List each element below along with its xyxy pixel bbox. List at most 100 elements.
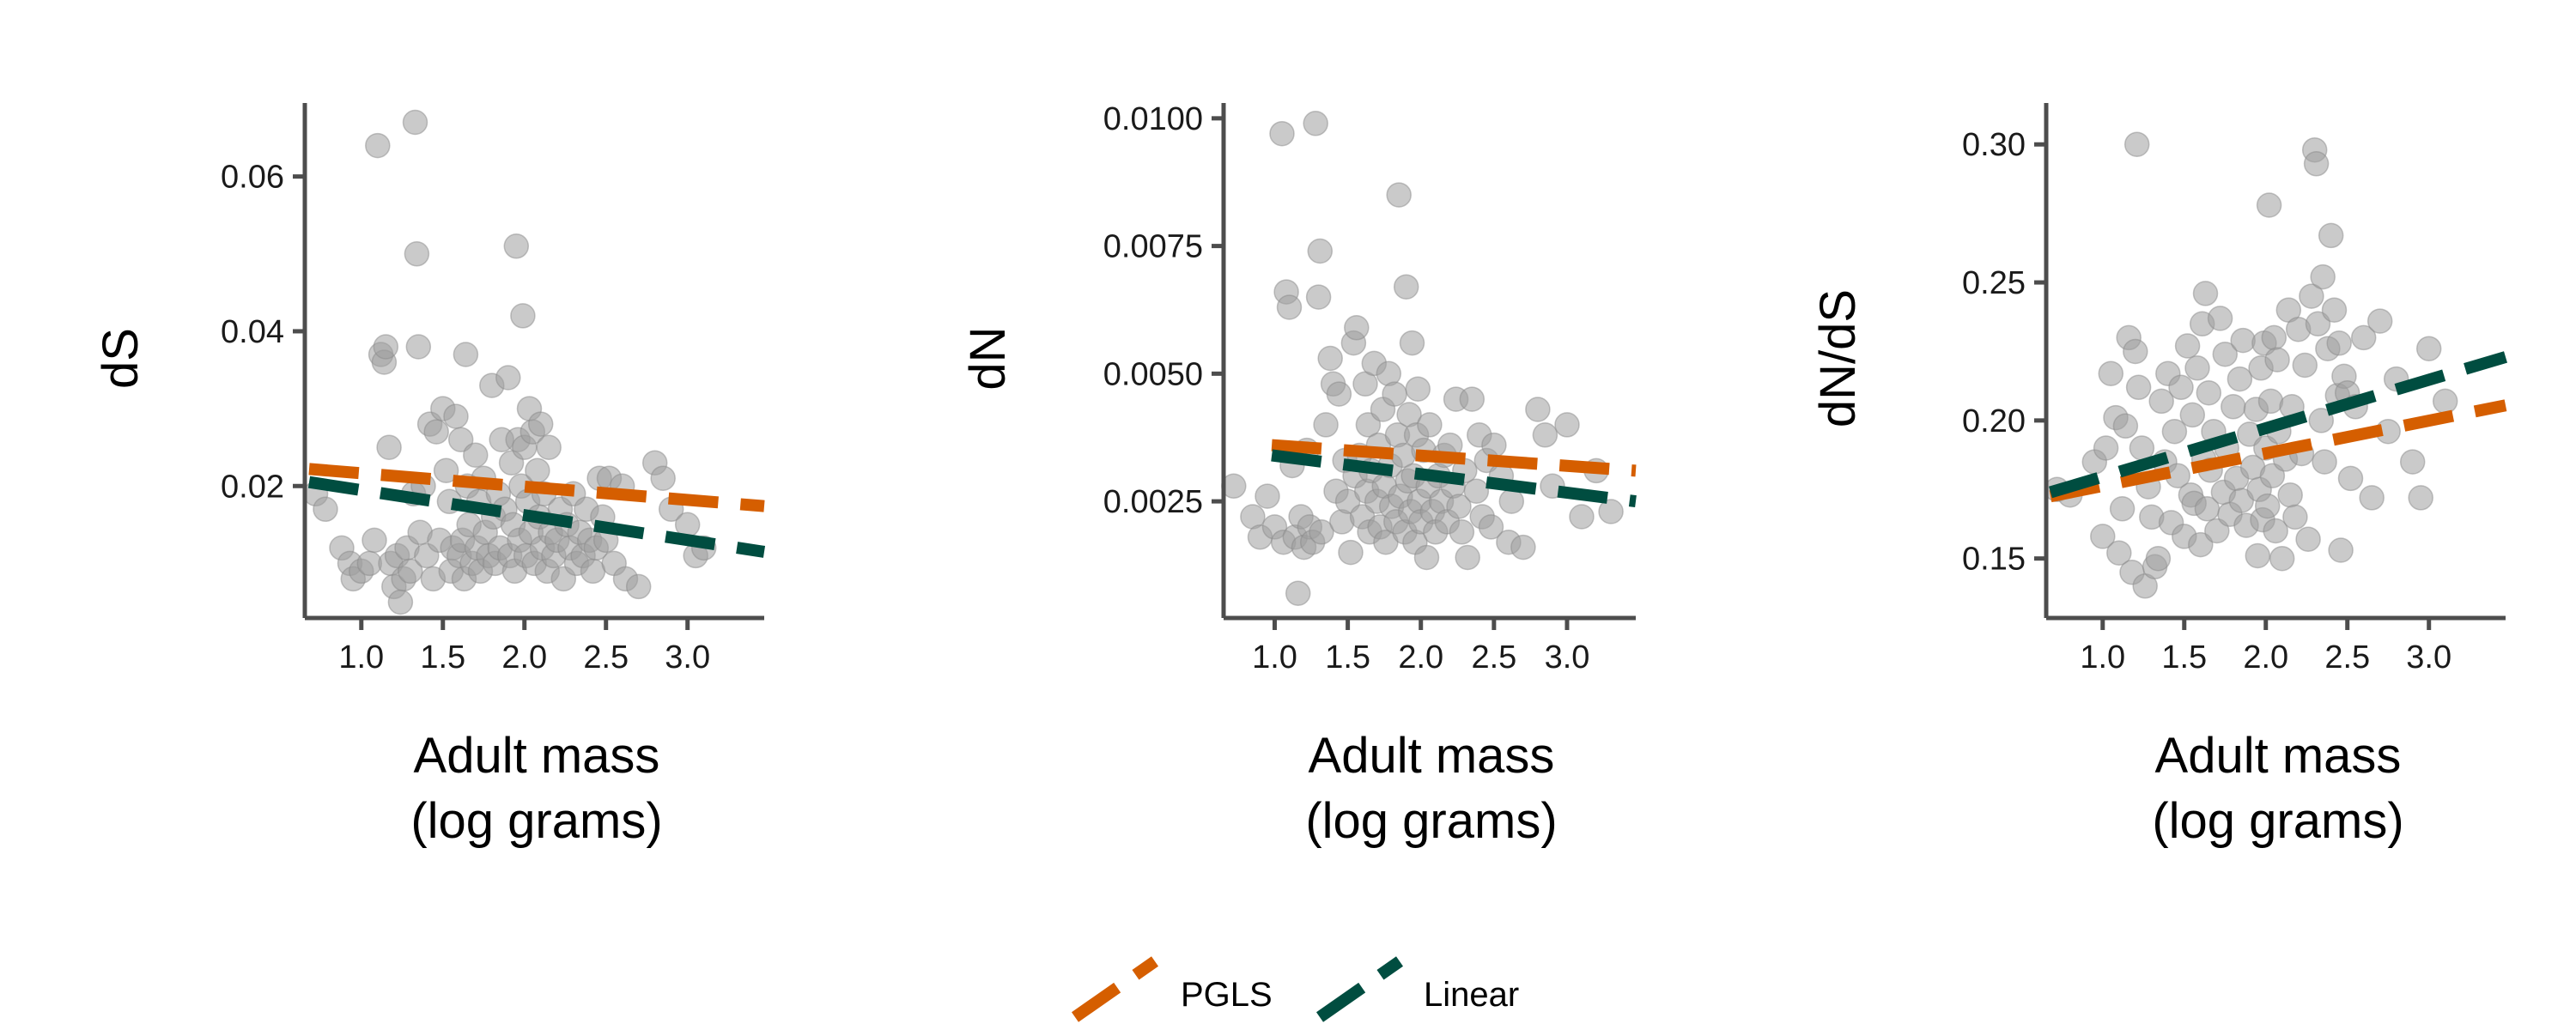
data-point: [2145, 545, 2172, 572]
data-point: [2168, 374, 2194, 401]
data-point: [2312, 449, 2337, 475]
panels: 0.02 0.04 0.06 1.0 1.5 2.0 2.5 3.0 Adult mass (lo…: [93, 101, 2507, 849]
data-point: [1598, 499, 1624, 524]
data-point: [2264, 347, 2290, 373]
data-point: [1326, 381, 1352, 407]
data-point: [1525, 397, 1551, 422]
data-point: [495, 365, 521, 391]
data-point: [2432, 388, 2458, 415]
data-point: [2184, 355, 2210, 381]
data-point: [2303, 151, 2330, 177]
data-point: [447, 427, 474, 452]
data-point: [2328, 537, 2354, 563]
data-point: [443, 403, 469, 429]
y-axis-title: dS: [93, 328, 149, 389]
data-point: [2148, 388, 2174, 415]
data-point: [2282, 504, 2308, 530]
data-point: [2318, 222, 2344, 249]
data-point: [1463, 478, 1490, 504]
x-tick-label: 2.5: [2324, 639, 2370, 676]
data-point: [453, 342, 479, 367]
data-point: [2254, 493, 2281, 519]
data-point: [373, 334, 399, 360]
data-point: [2299, 283, 2324, 309]
data-point: [1532, 422, 1558, 448]
data-point: [398, 558, 423, 585]
data-point: [1303, 111, 1328, 136]
data-point: [1338, 539, 1364, 566]
fit-line-pgls: [308, 463, 765, 512]
fit-line-linear: [2049, 351, 2507, 499]
x-tick-label: 1.0: [2080, 639, 2125, 676]
data-point: [2188, 531, 2214, 558]
data-point: [2090, 524, 2116, 549]
data-point: [1382, 381, 1407, 407]
data-point: [2212, 341, 2239, 367]
legend-swatch-linear: [1315, 956, 1404, 1022]
data-point: [2399, 449, 2426, 475]
panel-0: 0.02 0.04 0.06 1.0 1.5 2.0 2.5 3.0 Adult mass (lo…: [93, 103, 766, 849]
panel-1: 0.0025 0.0050 0.0075 0.0100 1.0 1.5 2.0 2.5 3.0 A…: [960, 101, 1637, 849]
data-point: [2161, 418, 2188, 445]
data-point: [2321, 297, 2348, 323]
data-point: [650, 465, 676, 491]
data-point: [2207, 306, 2233, 331]
data-point: [1417, 412, 1443, 438]
data-point: [1399, 330, 1425, 356]
data-point: [2245, 542, 2271, 569]
data-point: [503, 233, 530, 259]
y-tick-label: 0.0075: [1103, 229, 1203, 265]
data-point: [1309, 519, 1334, 545]
x-tick-label: 3.0: [1545, 639, 1590, 676]
x-tick-label: 2.5: [1471, 639, 1516, 676]
x-tick-label: 2.5: [583, 639, 629, 676]
data-point: [1569, 504, 1595, 530]
x-tick-label: 1.5: [420, 639, 465, 676]
x-tick-label: 1.0: [1252, 639, 1297, 676]
data-point: [1510, 534, 1536, 560]
data-point: [402, 109, 428, 136]
data-point: [2366, 308, 2393, 334]
x-tick-label: 2.0: [501, 639, 547, 676]
data-point: [2125, 374, 2152, 401]
y-axis-title: dN: [960, 326, 1016, 390]
x-tick-label: 3.0: [2406, 639, 2451, 676]
data-point: [2292, 352, 2318, 379]
y-tick-label: 0.0050: [1103, 356, 1203, 392]
x-axis-title: Adult mass: [414, 728, 660, 784]
data-point: [2123, 338, 2148, 365]
fit-line-pgls: [1271, 439, 1637, 477]
data-point: [2308, 408, 2335, 433]
data-point: [2109, 496, 2136, 522]
data-point: [356, 550, 383, 577]
data-point: [1413, 544, 1440, 571]
data-point: [2257, 388, 2284, 415]
scatter-points: [302, 109, 717, 615]
data-point: [1405, 376, 1431, 402]
data-point: [2263, 518, 2288, 544]
x-axis-title: (log grams): [410, 793, 662, 849]
x-axis-title: Adult mass: [1309, 728, 1555, 784]
fit-line-linear: [1271, 449, 1637, 508]
data-point: [2269, 545, 2295, 572]
data-point: [1313, 412, 1339, 438]
data-point: [580, 558, 606, 585]
data-point: [2310, 264, 2336, 290]
x-tick-label: 2.0: [2243, 639, 2288, 676]
data-point: [361, 527, 387, 554]
data-point: [2098, 360, 2124, 386]
y-tick-label: 0.02: [221, 469, 284, 505]
y-tick-label: 0.0100: [1103, 101, 1203, 137]
legend-label-linear: Linear: [1424, 976, 1519, 1014]
data-point: [510, 303, 536, 329]
data-point: [2123, 131, 2150, 157]
scatter-points: [2044, 131, 2458, 599]
data-point: [2106, 540, 2132, 566]
y-tick-label: 0.20: [1962, 403, 2026, 439]
y-tick-label: 0.0025: [1103, 484, 1203, 520]
data-point: [423, 419, 449, 445]
x-tick-label: 1.0: [338, 639, 384, 676]
panel-2: 0.15 0.20 0.25 0.30 1.0 1.5 2.0 2.5 3.0 Adult mas…: [1810, 103, 2507, 849]
data-point: [1455, 544, 1480, 571]
